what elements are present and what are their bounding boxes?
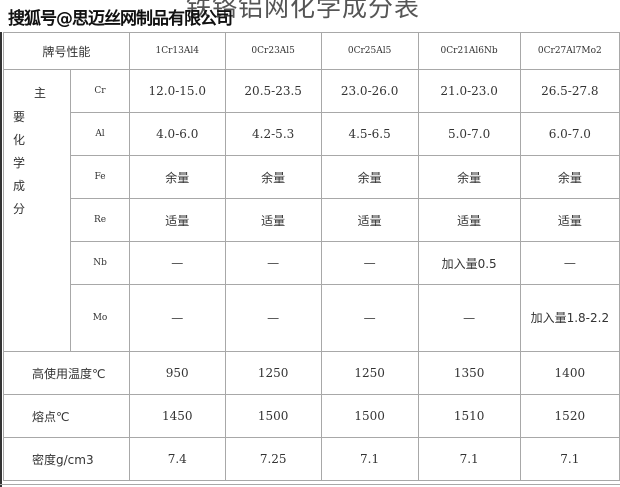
element-cell: Al [70,112,130,156]
composition-row: Nb — — — 加入量0.5— [4,241,620,285]
value-cell: 4.0-6.0 [128,112,226,156]
value-cell: 4.5-6.5 [320,112,419,156]
property-row: 高使用温度℃ 950 1250 1250 1350 1400 [3,351,620,395]
value-cell: 7.4 [128,437,226,481]
value-cell: 余量 [224,155,322,199]
property-label: 密度g/cm3 [3,437,130,481]
grade-header: 0Cr27Al7Mo2 [519,32,620,70]
value-cell: 6.0-7.0 [519,112,620,156]
value-cell: 23.0-26.0 [320,69,419,113]
property-row: 密度g/cm3 7.4 7.25 7.1 7.1 7.1 [3,437,620,481]
composition-row: Re 适量 适量 适量 适量 适量 [4,198,620,242]
element-cell: Fe [70,155,130,199]
value-cell: 1500 [224,394,322,438]
property-row: 熔点℃ 1450 1500 1500 1510 1520 [3,394,620,438]
value-cell: 26.5-27.8 [519,69,620,113]
label-part: 主 [34,86,47,100]
value-cell: 7.1 [320,437,419,481]
composition-row: Mo — — — — 加入量1.8-2.2 [4,284,620,352]
value-cell: 余量 [417,155,521,199]
value-cell: 21.0-23.0 [417,69,521,113]
value-cell: 适量 [519,198,620,242]
property-label: 高使用温度℃ [3,351,130,395]
value-cell: 7.25 [224,437,322,481]
page-title: 铁铬铝网化学成分表 [186,0,421,22]
value-cell: — [128,241,226,285]
value-cell: 1250 [320,351,419,395]
value-cell: 1350 [417,351,521,395]
grade-header: 0Cr25Al5 [320,32,419,70]
element-cell: Nb [70,241,130,285]
value-cell: 余量 [128,155,226,199]
label-part: 要化学成分 [12,110,25,216]
grade-header: 0Cr21Al6Nb [417,32,521,70]
watermark: 搜狐号@思迈丝网制品有限公司 [8,9,233,29]
value-cell: 余量 [320,155,419,199]
value-cell: 7.1 [519,437,620,481]
value-cell: — [224,284,322,352]
composition-row: Al 4.0-6.0 4.2-5.3 4.5-6.5 5.0-7.0 6.0-7.0 [4,112,620,156]
property-label: 熔点℃ [3,394,130,438]
value-cell: — [320,284,419,352]
value-cell: — [417,284,521,352]
element-cell: Re [70,198,130,242]
value-cell: — [320,241,419,285]
value-cell: 4.2-5.3 [224,112,322,156]
value-cell: 1510 [417,394,521,438]
value-cell: 1400 [519,351,620,395]
value-cell: 1250 [224,351,322,395]
grade-header: 1Cr13Al4 [128,32,226,70]
composition-label: 主要化学成分 [2,69,72,352]
header-label: 牌号性能 [3,32,130,70]
composition-row: 主要化学成分 Cr 12.0-15.0 20.5-23.5 23.0-26.0 21.0-… [2,69,620,352]
value-cell: — [128,284,226,352]
value-cell: 1500 [320,394,419,438]
value-cell: 12.0-15.0 [128,69,226,113]
value-cell: 适量 [320,198,419,242]
value-cell: 950 [128,351,226,395]
table-bottom-line [0,484,620,485]
value-cell: 5.0-7.0 [417,112,521,156]
value-cell: 加入量1.8-2.2 [519,284,620,352]
value-cell: 加入量0.5 [417,241,521,285]
composition-row: Fe 余量 余量 余量 余量 余量 [4,155,620,199]
value-cell: 1520 [519,394,620,438]
value-cell: 余量 [519,155,620,199]
value-cell: 20.5-23.5 [224,69,322,113]
composition-label-text: 主要化学成分 [5,71,70,351]
element-cell: Cr [70,69,130,113]
grade-header: 0Cr23Al5 [224,32,322,70]
header-row: 牌号性能 1Cr13Al4 0Cr23Al5 0Cr25Al5 0Cr21Al6Nb 0C… [3,32,620,70]
value-cell: 适量 [224,198,322,242]
left-border [0,32,2,487]
value-cell: — [224,241,322,285]
value-cell: 1450 [128,394,226,438]
value-cell: 7.1 [417,437,521,481]
value-cell: 适量 [417,198,521,242]
value-cell: 适量 [128,198,226,242]
element-cell: Mo [70,284,130,352]
composition-table: 牌号性能 1Cr13Al4 0Cr23Al5 0Cr25Al5 0Cr21Al6Nb 0C… [2,32,620,481]
value-cell: — [519,241,620,285]
